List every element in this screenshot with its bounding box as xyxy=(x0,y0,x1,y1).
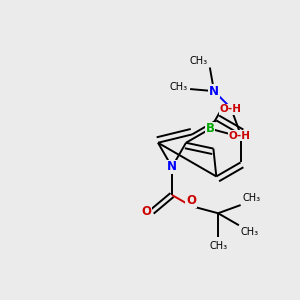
Text: B: B xyxy=(206,122,215,135)
Text: O-H: O-H xyxy=(219,104,241,114)
Text: O: O xyxy=(186,194,196,208)
Text: CH₃: CH₃ xyxy=(190,56,208,65)
Text: CH₃: CH₃ xyxy=(241,227,259,237)
Text: CH₃: CH₃ xyxy=(170,82,188,92)
Text: N: N xyxy=(167,160,177,173)
Text: O-H: O-H xyxy=(229,131,250,141)
Text: CH₃: CH₃ xyxy=(243,193,261,203)
Text: O: O xyxy=(141,205,151,218)
Text: CH₃: CH₃ xyxy=(209,241,227,251)
Text: N: N xyxy=(209,85,219,98)
